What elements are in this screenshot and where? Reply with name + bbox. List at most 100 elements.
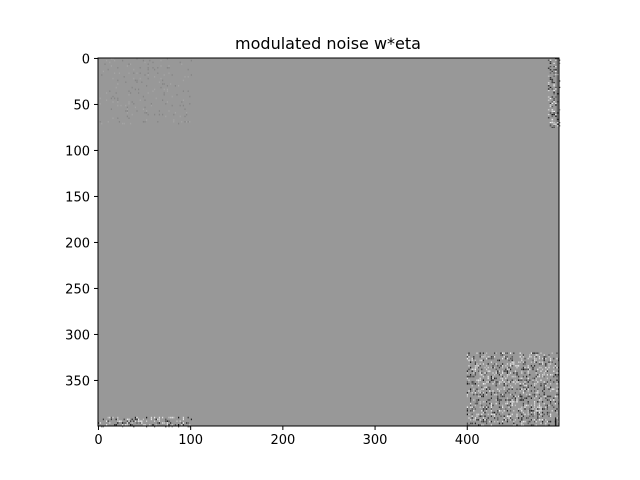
noise-cell: [522, 415, 524, 417]
noise-cell: [546, 381, 548, 383]
noise-cell: [551, 82, 554, 84]
noise-cell: [494, 393, 496, 396]
noise-cell: [502, 366, 504, 369]
noise-cell: [556, 379, 558, 381]
noise-cell: [532, 408, 534, 410]
noise-cell: [168, 420, 170, 422]
noise-cell: [473, 388, 475, 390]
noise-cell: [516, 401, 518, 403]
noise-cell: [535, 352, 537, 354]
noise-cell: [527, 366, 529, 369]
noise-cell: [550, 420, 552, 423]
noise-cell: [537, 411, 539, 414]
noise-cell: [505, 392, 507, 394]
noise-cell: [537, 410, 539, 412]
noise-cell: [466, 372, 468, 374]
noise-cell: [547, 114, 550, 116]
noise-cell: [470, 388, 472, 390]
noise-cell: [134, 416, 136, 419]
noise-cell: [553, 91, 555, 93]
noise-cell: [470, 374, 472, 376]
noise-cell: [532, 419, 534, 421]
noise-cell: [107, 420, 109, 422]
noise-cell: [122, 424, 124, 426]
noise-cell: [468, 413, 470, 416]
noise-cell: [502, 393, 504, 396]
noise-cell: [511, 397, 513, 399]
noise-cell: [130, 424, 132, 426]
noise-cell: [534, 383, 536, 385]
noise-cell: [181, 63, 183, 65]
noise-cell: [117, 79, 119, 82]
noise-cell: [540, 383, 542, 385]
noise-cell: [484, 354, 486, 356]
noise-cell: [470, 366, 472, 369]
noise-cell: [130, 92, 132, 94]
noise-cell: [173, 121, 175, 123]
noise-cell: [182, 90, 184, 92]
noise-cell: [162, 99, 164, 101]
noise-cell: [553, 72, 555, 74]
noise-cell: [511, 419, 513, 421]
noise-cell: [535, 359, 537, 362]
noise-cell: [157, 422, 159, 424]
noise-cell: [473, 399, 475, 401]
noise-cell: [139, 67, 141, 69]
noise-cell: [502, 420, 504, 423]
noise-cell: [489, 370, 491, 372]
noise-cell: [535, 372, 537, 374]
noise-cell: [538, 375, 540, 378]
noise-cell: [106, 92, 108, 94]
noise-cell: [532, 413, 534, 416]
noise-cell: [487, 381, 489, 383]
noise-cell: [492, 356, 494, 358]
noise-cell: [521, 370, 523, 372]
noise-cell: [152, 61, 154, 64]
noise-cell: [498, 402, 500, 405]
noise-cell: [502, 357, 504, 360]
noise-cell: [514, 404, 516, 407]
noise-cell: [497, 419, 499, 421]
noise-cell: [470, 410, 472, 412]
noise-cell: [555, 86, 557, 88]
noise-cell: [101, 425, 103, 428]
noise-cell: [136, 58, 138, 60]
noise-cell: [112, 58, 114, 60]
noise-cell: [136, 81, 138, 83]
noise-cell: [519, 399, 521, 401]
noise-cell: [518, 417, 520, 419]
noise-cell: [481, 388, 483, 390]
noise-cell: [466, 408, 468, 410]
noise-cell: [553, 399, 555, 401]
noise-cell: [534, 411, 536, 414]
noise-cell: [532, 359, 534, 362]
noise-cell: [534, 404, 536, 407]
noise-cell: [532, 366, 534, 369]
noise-cell: [524, 390, 526, 392]
noise-cell: [519, 388, 521, 390]
noise-cell: [479, 365, 481, 367]
noise-cell: [516, 415, 518, 417]
noise-cell: [479, 363, 481, 365]
noise-cell: [527, 401, 529, 403]
noise-cell: [466, 410, 468, 412]
noise-cell: [526, 368, 528, 371]
x-tick-label: 200: [270, 433, 295, 448]
noise-cell: [474, 365, 476, 367]
noise-cell: [553, 99, 555, 101]
noise-cell: [138, 88, 140, 91]
noise-cell: [123, 122, 125, 125]
noise-cell: [154, 420, 156, 422]
noise-cell: [171, 416, 173, 419]
noise-cell: [486, 420, 488, 423]
noise-cell: [503, 356, 505, 358]
noise-cell: [503, 375, 505, 378]
noise-cell: [510, 419, 512, 421]
noise-cell: [144, 121, 146, 123]
noise-cell: [518, 361, 520, 363]
noise-cell: [136, 110, 138, 112]
noise-cell: [508, 386, 510, 389]
noise-cell: [470, 404, 472, 407]
noise-cell: [482, 352, 484, 354]
noise-cell: [482, 383, 484, 385]
